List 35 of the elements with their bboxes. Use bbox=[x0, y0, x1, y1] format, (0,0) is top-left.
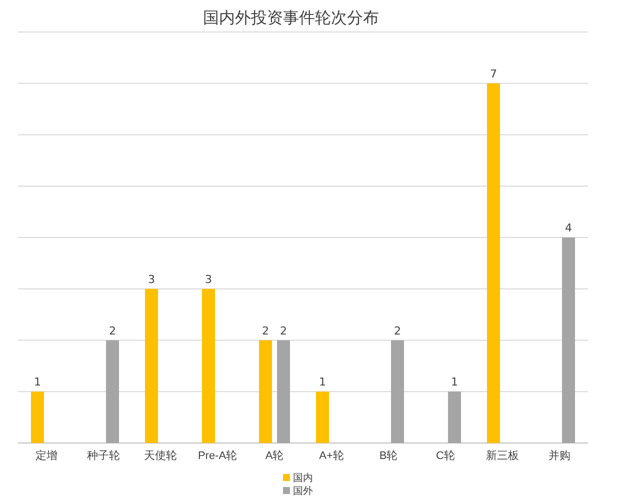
x-tick-label: 新三板 bbox=[486, 449, 519, 462]
x-tick-label: 种子轮 bbox=[87, 449, 120, 462]
bar bbox=[145, 288, 158, 443]
data-label: 2 bbox=[262, 324, 269, 338]
bar bbox=[277, 340, 290, 443]
x-tick-label: 天使轮 bbox=[144, 450, 177, 462]
data-label: 2 bbox=[109, 324, 116, 338]
bar bbox=[316, 392, 329, 443]
bar bbox=[259, 340, 272, 443]
x-tick-label: A轮 bbox=[265, 450, 284, 462]
bar bbox=[202, 288, 215, 443]
x-tick-label: A+轮 bbox=[319, 450, 344, 462]
bar bbox=[562, 238, 575, 443]
data-label: 2 bbox=[394, 324, 401, 338]
data-label: 3 bbox=[205, 272, 212, 286]
bar bbox=[106, 340, 119, 443]
data-label: 2 bbox=[280, 324, 287, 338]
data-label: 3 bbox=[148, 272, 155, 286]
data-label: 4 bbox=[565, 222, 572, 234]
chart-title: 国内外投资事件轮次分布 bbox=[203, 8, 379, 27]
bar bbox=[487, 83, 500, 443]
x-tick-label: 定增 bbox=[36, 449, 58, 462]
bar bbox=[391, 340, 404, 443]
legend-label: 国外 bbox=[293, 486, 313, 497]
bar bbox=[31, 392, 44, 443]
data-label: 1 bbox=[451, 376, 458, 389]
x-tick-label: Pre-A轮 bbox=[198, 450, 238, 462]
x-tick-label: C轮 bbox=[436, 450, 455, 462]
bar bbox=[448, 392, 461, 443]
x-tick-label: B轮 bbox=[379, 450, 398, 462]
data-label: 7 bbox=[490, 67, 497, 80]
data-label: 1 bbox=[34, 376, 41, 389]
legend-label: 国内 bbox=[293, 472, 313, 484]
data-label: 1 bbox=[319, 376, 326, 389]
x-tick-label: 并购 bbox=[548, 449, 570, 462]
